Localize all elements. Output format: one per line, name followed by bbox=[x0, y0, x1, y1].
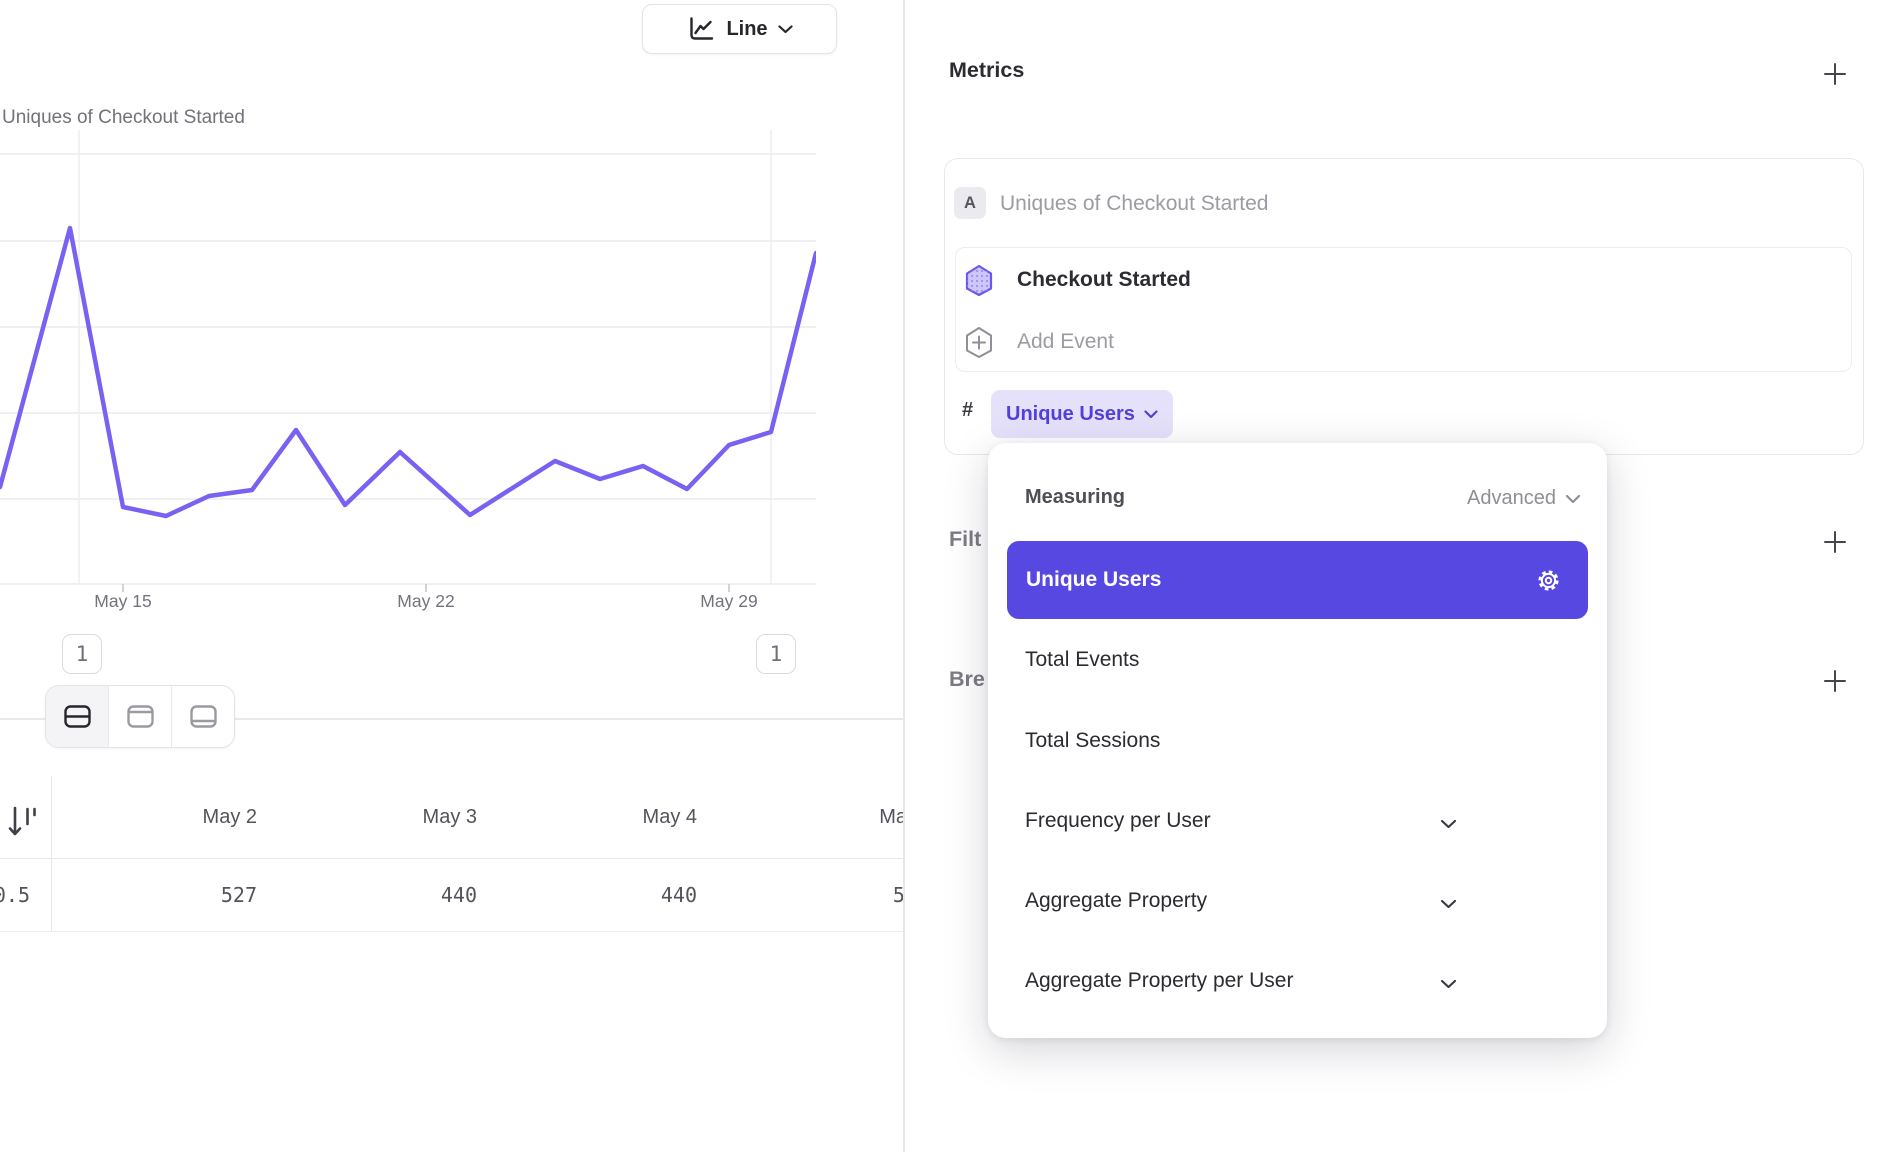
section-divider bbox=[0, 718, 903, 720]
menu-item-unique-users[interactable]: Unique Users bbox=[1007, 541, 1588, 619]
layout-bottom-icon bbox=[189, 705, 217, 728]
table-header-cell[interactable]: May 2 bbox=[202, 806, 257, 828]
chart-title: Uniques of Checkout Started bbox=[2, 107, 245, 128]
add-breakdown-button[interactable] bbox=[1822, 668, 1848, 694]
breakdowns-section-title: Bre bbox=[949, 667, 985, 691]
menu-item-label: Unique Users bbox=[1026, 568, 1162, 591]
annotation-marker[interactable]: 1 bbox=[756, 634, 796, 674]
chart-type-label: Line bbox=[726, 17, 768, 40]
metric-card-title: Uniques of Checkout Started bbox=[1000, 192, 1269, 215]
metrics-section-title: Metrics bbox=[949, 58, 1025, 82]
measuring-popover: Measuring Advanced Unique Users Total Ev… bbox=[988, 443, 1607, 1038]
menu-item-aggregate-property-per-user[interactable]: Aggregate Property per User bbox=[1025, 969, 1294, 992]
menu-item-total-events[interactable]: Total Events bbox=[1025, 648, 1140, 671]
filters-section-title: Filt bbox=[949, 527, 982, 551]
table-cell: 527 bbox=[220, 883, 257, 907]
popover-header: Measuring bbox=[1025, 486, 1126, 508]
chevron-down-icon bbox=[1565, 494, 1581, 504]
table-cell: 51 bbox=[892, 883, 903, 907]
menu-item-total-sessions[interactable]: Total Sessions bbox=[1025, 729, 1161, 752]
chart-svg bbox=[0, 130, 816, 592]
measure-prefix: # bbox=[962, 399, 974, 421]
header-underline bbox=[0, 858, 903, 859]
chevron-down-icon bbox=[1440, 816, 1457, 834]
layout-chart-only-button[interactable] bbox=[108, 686, 171, 747]
add-filter-button[interactable] bbox=[1822, 529, 1848, 555]
table-header-cell[interactable]: May bbox=[879, 806, 903, 828]
add-event-row[interactable]: Add Event bbox=[956, 314, 1825, 370]
menu-item-frequency-per-user[interactable]: Frequency per User bbox=[1025, 809, 1211, 832]
hexagon-event-icon bbox=[965, 264, 993, 296]
metric-card: A Uniques of Checkout Started Checkout S… bbox=[944, 158, 1864, 455]
measuring-mode-dropdown[interactable]: Advanced bbox=[1467, 487, 1581, 510]
measurement-dropdown[interactable]: Unique Users bbox=[991, 390, 1173, 438]
add-event-icon bbox=[965, 326, 993, 358]
layout-split-button[interactable] bbox=[46, 686, 108, 747]
table-header-cell[interactable]: May 4 bbox=[642, 806, 697, 828]
table-header-cell[interactable]: May 3 bbox=[422, 806, 477, 828]
layout-toggle-group bbox=[45, 685, 235, 748]
chevron-down-icon bbox=[777, 24, 793, 34]
table-cell: 440 bbox=[660, 883, 697, 907]
x-axis-label: May 29 bbox=[700, 591, 758, 611]
x-axis-label: May 22 bbox=[397, 591, 455, 611]
add-event-label: Add Event bbox=[1017, 330, 1114, 353]
event-name: Checkout Started bbox=[1017, 268, 1191, 291]
data-table: May 2 May 3 May 4 May 0.5 527 440 440 51 bbox=[0, 770, 903, 940]
chevron-down-icon bbox=[1440, 976, 1457, 994]
measuring-mode-label: Advanced bbox=[1467, 487, 1556, 509]
sort-descending-icon[interactable] bbox=[6, 804, 38, 845]
chevron-down-icon bbox=[1144, 409, 1158, 419]
event-row[interactable]: Checkout Started bbox=[956, 252, 1825, 308]
chart-tickmarks bbox=[122, 584, 730, 592]
measurement-label: Unique Users bbox=[1006, 402, 1135, 425]
chevron-down-icon bbox=[1440, 896, 1457, 914]
menu-item-aggregate-property[interactable]: Aggregate Property bbox=[1025, 889, 1208, 912]
layout-top-icon bbox=[126, 705, 154, 728]
add-metric-button[interactable] bbox=[1822, 61, 1848, 87]
table-cell: 440 bbox=[440, 883, 477, 907]
layout-split-icon bbox=[63, 705, 91, 728]
event-block: Checkout Started Add Event bbox=[955, 247, 1852, 372]
chart-type-button[interactable]: Line bbox=[642, 4, 837, 54]
gear-icon[interactable] bbox=[1535, 567, 1562, 599]
layout-table-only-button[interactable] bbox=[171, 686, 234, 747]
row-underline bbox=[0, 931, 903, 932]
line-chart-icon bbox=[686, 14, 716, 44]
series-line[interactable] bbox=[0, 225, 816, 519]
column-separator bbox=[51, 776, 52, 932]
panel-divider bbox=[903, 0, 905, 1152]
annotation-marker[interactable]: 1 bbox=[62, 634, 102, 674]
metric-letter-badge: A bbox=[954, 187, 986, 219]
table-row-label: 0.5 bbox=[0, 883, 30, 907]
x-axis-label: May 15 bbox=[94, 591, 152, 611]
chart-gridlines bbox=[0, 130, 816, 585]
